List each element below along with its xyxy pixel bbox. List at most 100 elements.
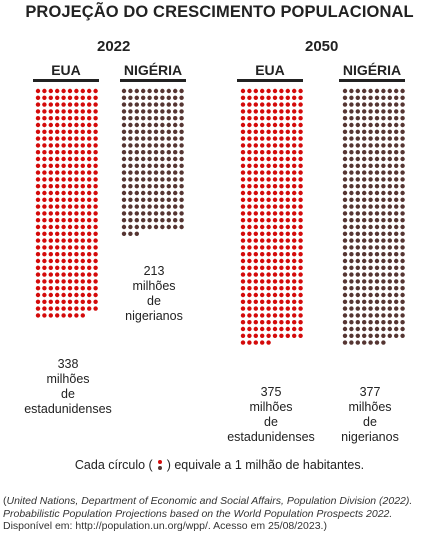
dot-nigeria-2050 (342, 265, 348, 270)
dot-nigeria-2022 (153, 224, 159, 230)
dot-nigeria-2022 (128, 170, 133, 175)
dot-eua-2022 (87, 245, 92, 250)
dot-nigeria-2050 (368, 190, 373, 196)
dot-nigeria-2050 (355, 265, 360, 270)
dot-eua-2050 (247, 102, 252, 107)
dot-nigeria-2050 (362, 177, 367, 182)
dot-eua-2050 (279, 320, 284, 325)
dot-nigeria-2050 (387, 224, 392, 230)
dot-eua-2050 (253, 156, 258, 162)
dot-eua-2050 (253, 265, 258, 270)
dot-eua-2050 (298, 88, 303, 94)
dot-eua-2022 (48, 258, 53, 264)
dot-eua-2022 (48, 272, 53, 277)
dot-eua-2022 (80, 156, 86, 162)
dot-nigeria-2022 (134, 218, 139, 223)
dot-nigeria-2050 (342, 150, 348, 155)
dot-nigeria-2050 (374, 245, 380, 250)
dot-eua-2022 (48, 238, 53, 243)
dot-eua-2022 (87, 109, 92, 114)
dot-nigeria-2050 (362, 204, 367, 209)
dot-nigeria-2022 (147, 156, 152, 162)
dot-nigeria-2050 (387, 218, 392, 223)
dot-eua-2022 (80, 122, 86, 128)
dot-nigeria-2022 (128, 224, 133, 230)
dot-eua-2022 (48, 136, 53, 141)
dot-eua-2050 (240, 306, 246, 311)
dot-eua-2022 (48, 150, 53, 155)
dot-eua-2050 (279, 122, 284, 128)
dot-nigeria-2022 (160, 109, 165, 114)
dot-nigeria-2050 (355, 129, 360, 134)
year-label-2022: 2022 (97, 38, 131, 55)
dot-nigeria-2050 (374, 238, 380, 243)
dot-nigeria-2050 (381, 299, 386, 304)
dot-nigeria-2022 (121, 184, 127, 189)
dot-eua-2022 (48, 88, 53, 94)
dot-eua-2022 (87, 184, 92, 189)
dot-eua-2022 (55, 109, 60, 114)
dot-eua-2022 (74, 286, 79, 291)
legend-note: Cada círculo () equivale a 1 milhão de h… (0, 458, 439, 472)
dot-nigeria-2050 (400, 292, 405, 298)
dot-eua-2050 (292, 320, 297, 325)
dot-nigeria-2022 (179, 122, 184, 128)
dot-nigeria-2022 (134, 204, 139, 209)
dot-eua-2022 (61, 184, 66, 189)
dot-eua-2050 (240, 313, 246, 318)
dot-eua-2022 (80, 150, 86, 155)
dot-nigeria-2050 (355, 306, 360, 311)
dot-eua-2022 (74, 252, 79, 257)
dot-eua-2022 (35, 184, 41, 189)
dot-eua-2050 (260, 170, 265, 175)
dot-nigeria-2050 (342, 184, 348, 189)
dot-eua-2022 (55, 170, 60, 175)
dot-eua-2022 (48, 313, 53, 318)
dot-eua-2050 (247, 116, 252, 121)
dot-eua-2022 (55, 197, 60, 202)
dot-eua-2022 (55, 163, 60, 168)
dot-nigeria-2050 (400, 252, 405, 257)
dot-nigeria-2050 (394, 156, 399, 162)
dot-nigeria-2022 (153, 129, 159, 134)
dot-eua-2022 (87, 129, 92, 134)
dot-eua-2022 (80, 136, 86, 141)
dot-eua-2022 (48, 122, 53, 128)
dot-eua-2022 (74, 197, 79, 202)
dot-eua-2022 (87, 136, 92, 141)
dot-nigeria-2050 (381, 306, 386, 311)
dot-nigeria-2050 (349, 122, 354, 128)
dot-eua-2022 (61, 136, 66, 141)
dot-eua-2050 (298, 333, 303, 338)
dot-nigeria-2022 (160, 88, 165, 94)
dot-eua-2050 (247, 340, 252, 345)
dot-nigeria-2050 (362, 299, 367, 304)
dot-eua-2022 (42, 170, 47, 175)
dot-eua-2050 (279, 292, 284, 298)
dot-eua-2050 (266, 177, 271, 182)
dot-nigeria-2050 (400, 150, 405, 155)
dot-eua-2022 (61, 170, 66, 175)
dot-nigeria-2022 (134, 163, 139, 168)
dot-nigeria-2022 (147, 143, 152, 148)
dot-nigeria-2050 (362, 279, 367, 284)
dot-eua-2050 (292, 286, 297, 291)
dot-nigeria-2022 (153, 95, 159, 101)
dot-eua-2022 (67, 224, 73, 230)
dot-eua-2050 (292, 279, 297, 284)
dot-eua-2022 (67, 102, 73, 107)
dot-eua-2050 (272, 156, 278, 162)
dot-nigeria-2050 (342, 109, 348, 114)
dot-eua-2022 (35, 197, 41, 202)
dot-eua-2022 (87, 265, 92, 270)
dot-nigeria-2022 (134, 170, 139, 175)
dot-eua-2022 (67, 122, 73, 128)
dot-eua-2050 (240, 224, 246, 230)
dot-eua-2050 (247, 286, 252, 291)
dot-nigeria-2050 (349, 326, 354, 332)
dot-nigeria-2050 (387, 306, 392, 311)
dot-nigeria-2022 (147, 177, 152, 182)
dot-nigeria-2050 (355, 272, 360, 277)
dot-eua-2050 (266, 184, 271, 189)
dot-nigeria-2022 (147, 190, 152, 196)
